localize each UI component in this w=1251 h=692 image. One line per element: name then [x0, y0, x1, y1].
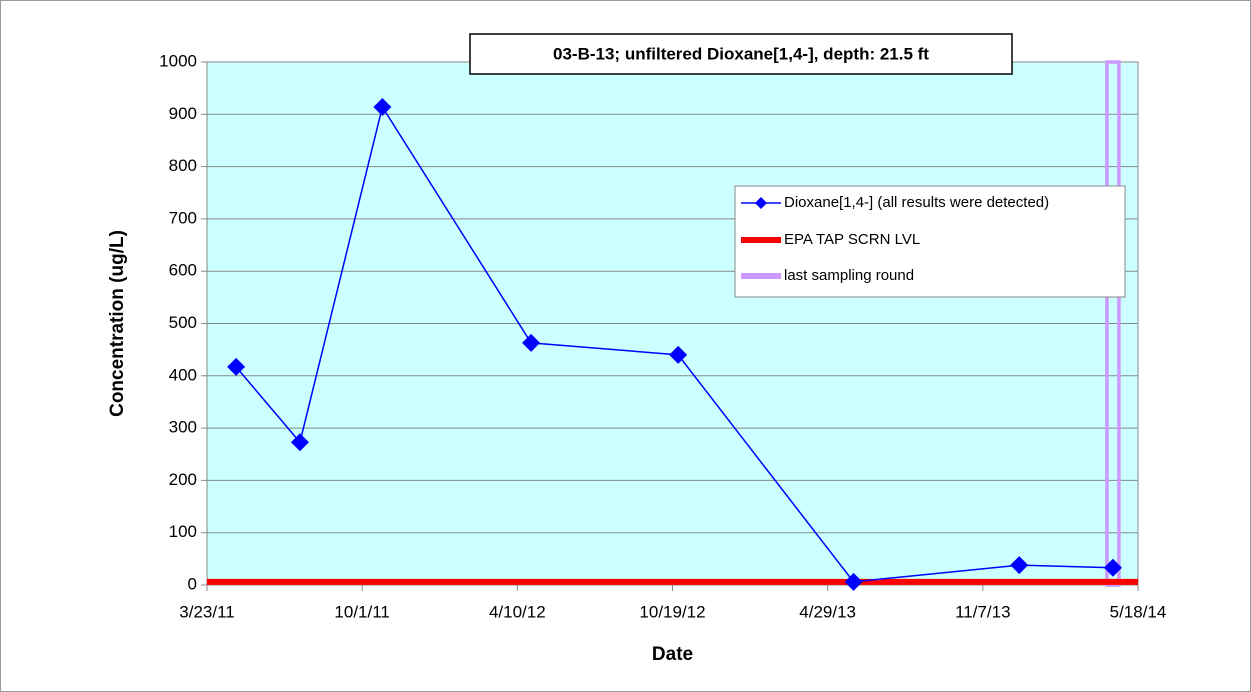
x-tick-label: 10/19/12 — [639, 602, 705, 621]
legend-marker — [755, 197, 767, 209]
data-point — [1103, 558, 1122, 577]
x-tick-label: 4/10/12 — [489, 602, 546, 621]
data-point — [522, 333, 541, 352]
series-line — [235, 105, 1113, 583]
y-tick-label: 800 — [169, 156, 197, 175]
data-point — [669, 345, 688, 364]
x-tick-label: 10/1/11 — [334, 602, 389, 621]
y-tick-label: 100 — [169, 522, 197, 541]
x-tick-label: 5/18/14 — [1110, 602, 1167, 621]
legend-box — [734, 185, 1126, 298]
data-point — [1010, 556, 1029, 575]
data-point — [227, 357, 246, 376]
data-point — [290, 433, 309, 452]
legend-label: EPA TAP SCRN LVL — [784, 231, 920, 248]
y-tick-label: 600 — [169, 261, 197, 280]
y-tick-label: 300 — [169, 418, 197, 437]
y-tick-label: 700 — [169, 208, 197, 227]
y-tick-label: 400 — [169, 365, 197, 384]
y-tick-label: 500 — [169, 313, 197, 332]
legend-label: last sampling round — [784, 267, 914, 284]
y-tick-label: 0 — [188, 574, 197, 593]
x-tick-label: 4/29/13 — [799, 602, 856, 621]
y-tick-label: 900 — [169, 104, 197, 123]
data-point — [373, 97, 392, 116]
legend-label: Dioxane[1,4-] (all results were detected… — [784, 194, 1049, 211]
y-tick-label: 1000 — [159, 51, 197, 70]
x-tick-label: 11/7/13 — [955, 602, 1010, 621]
last-sampling-line — [1105, 60, 1121, 587]
y-tick-label: 200 — [169, 470, 197, 489]
x-axis-label: Date — [652, 644, 693, 665]
data-point — [844, 572, 863, 591]
chart-title: 03-B-13; unfiltered Dioxane[1,4-], depth… — [553, 44, 929, 63]
x-tick-label: 3/23/11 — [179, 602, 234, 621]
y-axis-label: Concentration (ug/L) — [107, 230, 128, 417]
title-box — [469, 33, 1013, 75]
